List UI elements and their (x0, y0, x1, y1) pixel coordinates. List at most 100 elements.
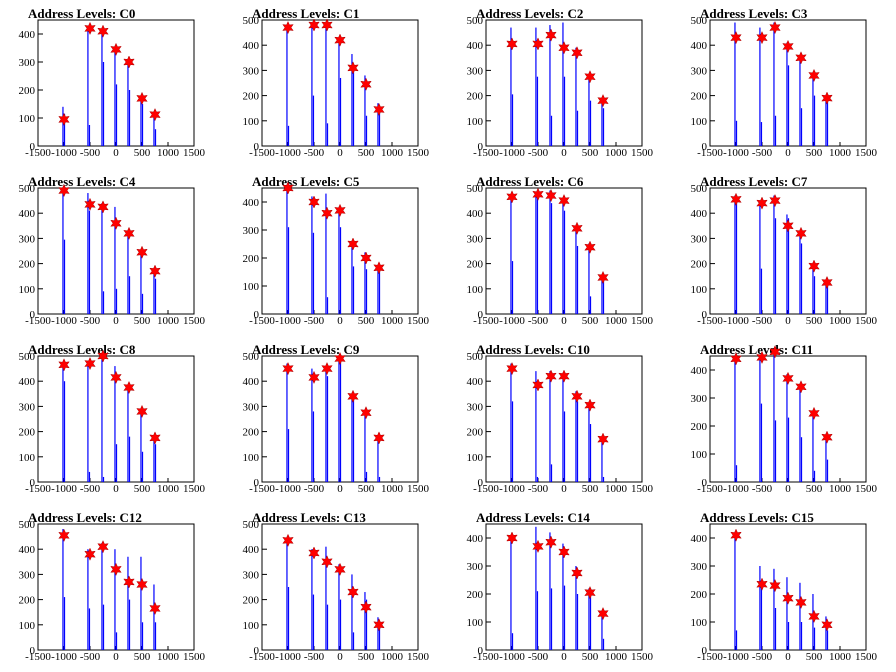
y-tick-label: 0 (254, 645, 260, 657)
y-tick-label: 400 (691, 533, 708, 545)
peak-marker (756, 577, 768, 591)
peak-marker (545, 369, 557, 383)
y-tick-label: 300 (19, 233, 36, 245)
x-tick-label: 0 (337, 483, 343, 495)
x-tick-label: 1500 (855, 315, 878, 327)
x-tick-label: -1000 (51, 315, 77, 327)
x-tick-label: -500 (752, 315, 773, 327)
histogram-panel: Address Levels: C6 0 100 200 300 400 500 -1500-… (448, 168, 672, 336)
x-tick-label: -1000 (499, 147, 525, 159)
peak-marker (506, 190, 518, 204)
x-tick-label: -1000 (723, 483, 749, 495)
y-tick-label: 200 (243, 253, 260, 265)
y-tick-label: 0 (702, 309, 708, 321)
peak-marker (769, 193, 781, 208)
y-tick-label: 400 (243, 40, 260, 52)
peak-marker (571, 46, 583, 60)
peak-marker (795, 226, 807, 240)
peak-marker (769, 578, 781, 593)
y-tick-label: 500 (19, 351, 36, 363)
y-tick-label: 500 (19, 183, 36, 195)
peak-marker (545, 535, 557, 549)
peak-marker (334, 562, 346, 576)
y-tick-label: 200 (467, 259, 484, 271)
peak-marker (321, 18, 333, 32)
y-tick-label: 100 (691, 116, 708, 128)
y-tick-label: 300 (19, 401, 36, 413)
histogram-panel: Address Levels: C5 0 100 200 300 400 -1500 -100… (224, 168, 448, 336)
chart-title: Address Levels: C3 (700, 6, 808, 21)
histogram-panel: Address Levels: C7 0 100 200 300 400 500 -1500-… (672, 168, 896, 336)
x-tick-label: 1000 (829, 483, 852, 495)
histogram-plot: 0 100 200 300 400 500 -1500 -1000 -500 0 500 1000 15… (19, 183, 206, 327)
x-tick-label: 500 (806, 483, 823, 495)
peak-marker (756, 31, 768, 45)
x-tick-label: 1500 (407, 315, 430, 327)
peak-marker (97, 349, 109, 363)
peak-marker (84, 21, 96, 36)
y-tick-label: 300 (243, 225, 260, 237)
peak-marker (795, 51, 807, 65)
y-tick-label: 0 (254, 477, 260, 489)
histogram-panel: Address Levels: C12 0 100 200 300 400 500 -1500… (0, 504, 224, 672)
histogram-panel: Address Levels: C9 0 100 200 300 400 500 -1500-… (224, 336, 448, 504)
x-tick-label: -500 (752, 147, 773, 159)
x-tick-label: -1000 (723, 651, 749, 663)
peak-marker (756, 350, 768, 365)
x-tick-label: -1500 (25, 315, 51, 327)
y-tick-label: 0 (30, 309, 36, 321)
x-tick-label: -1000 (723, 147, 749, 159)
x-tick-label: 500 (358, 483, 375, 495)
peak-marker (584, 585, 596, 600)
x-tick-label: -1000 (275, 483, 301, 495)
chart-title: Address Levels: C9 (252, 342, 360, 357)
y-tick-label: 200 (691, 589, 708, 601)
y-tick-label: 300 (691, 65, 708, 77)
x-tick-label: 1000 (157, 315, 180, 327)
histogram-plot: 0 100 200 300 400 500 -1500 -1000 -500 0 500 1000 15… (691, 15, 878, 159)
y-tick-label: 100 (19, 284, 36, 296)
peak-marker (584, 398, 596, 412)
x-tick-label: 1500 (407, 147, 430, 159)
y-tick-label: 300 (691, 233, 708, 245)
y-tick-label: 300 (691, 561, 708, 573)
y-tick-label: 300 (19, 569, 36, 581)
y-tick-label: 0 (702, 645, 708, 657)
x-tick-label: 500 (358, 315, 375, 327)
peak-marker (730, 352, 742, 366)
peak-marker (545, 28, 557, 42)
y-tick-label: 400 (19, 376, 36, 388)
peak-marker (532, 539, 544, 554)
y-tick-label: 200 (243, 91, 260, 103)
y-tick-label: 400 (243, 376, 260, 388)
chart-title: Address Levels: C15 (700, 510, 814, 525)
y-tick-label: 400 (691, 208, 708, 220)
peak-marker (84, 197, 96, 211)
peak-marker (136, 577, 148, 592)
peak-marker (597, 94, 609, 108)
y-tick-label: 500 (467, 15, 484, 27)
x-tick-label: 1000 (381, 147, 404, 159)
y-tick-label: 400 (19, 208, 36, 220)
y-tick-label: 300 (467, 65, 484, 77)
x-tick-label: -1000 (275, 315, 301, 327)
x-tick-label: 500 (358, 651, 375, 663)
y-tick-label: 300 (243, 569, 260, 581)
peak-marker (123, 380, 135, 395)
peak-marker (58, 358, 70, 372)
y-tick-label: 500 (691, 183, 708, 195)
peak-marker (97, 200, 109, 214)
histogram-plot: 0 100 200 300 400 -1500 -1000 -500 0 500 1000 1500 (691, 345, 878, 495)
x-tick-label: -500 (80, 651, 101, 663)
peak-marker (123, 575, 135, 589)
y-tick-label: 400 (467, 376, 484, 388)
histogram-panel: Address Levels: C11 0 100 200 300 400 -1500 -10… (672, 336, 896, 504)
peak-marker (149, 431, 161, 445)
y-tick-label: 400 (691, 40, 708, 52)
y-tick-label: 0 (702, 141, 708, 153)
x-tick-label: -500 (80, 483, 101, 495)
histogram-plot: 0 100 200 300 400 500 -1500 -1000 -500 0 500 1000 15… (691, 183, 878, 327)
x-tick-label: 500 (358, 147, 375, 159)
y-tick-label: 200 (691, 421, 708, 433)
histogram-plot: 0 100 200 300 400 500 -1500 -1000 -500 0 500 1000 15… (19, 519, 206, 663)
